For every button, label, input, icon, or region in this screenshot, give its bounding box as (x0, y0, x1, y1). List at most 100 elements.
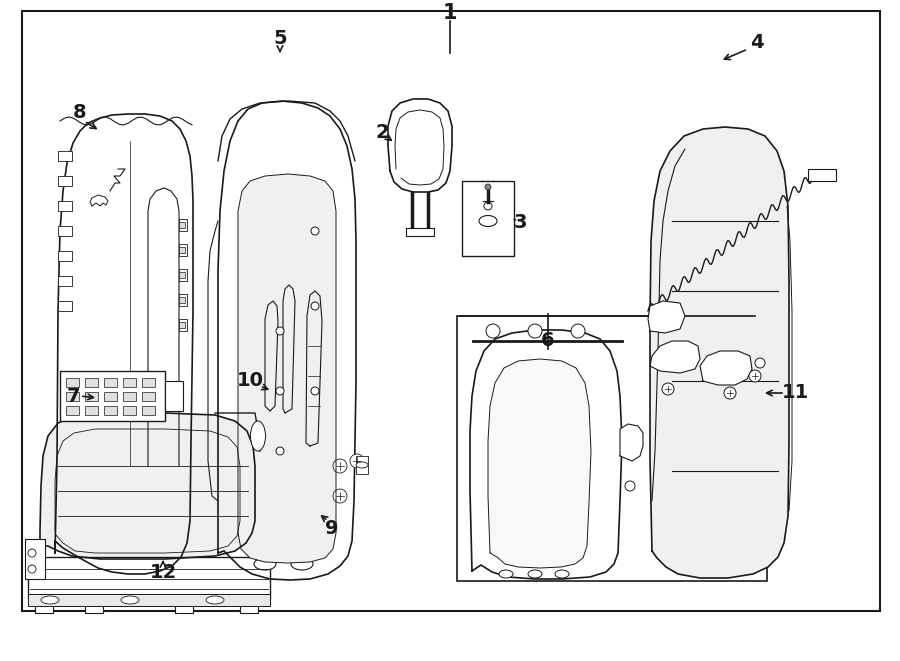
Bar (58, 151, 72, 161)
Circle shape (28, 565, 36, 573)
Polygon shape (650, 127, 789, 578)
Bar (457, 316, 767, 581)
Bar (240, 598, 258, 613)
Bar (165, 381, 183, 411)
Polygon shape (700, 351, 752, 385)
Circle shape (625, 481, 635, 491)
Text: 10: 10 (237, 371, 264, 391)
Bar (35, 598, 53, 613)
Circle shape (311, 302, 319, 310)
Circle shape (311, 387, 319, 395)
Bar (104, 392, 117, 401)
Bar (58, 226, 72, 236)
Circle shape (571, 324, 585, 338)
Circle shape (484, 202, 492, 210)
Polygon shape (265, 301, 278, 411)
Bar (406, 228, 434, 236)
Polygon shape (40, 413, 255, 559)
Ellipse shape (555, 570, 569, 578)
Bar (142, 406, 155, 415)
Polygon shape (650, 341, 700, 373)
Text: 7: 7 (67, 387, 80, 405)
Ellipse shape (499, 570, 513, 578)
Polygon shape (488, 359, 591, 568)
Ellipse shape (291, 558, 313, 570)
Ellipse shape (121, 596, 139, 604)
Circle shape (724, 387, 736, 399)
Polygon shape (55, 114, 193, 574)
Bar (462, 181, 514, 256)
Bar (104, 378, 117, 387)
Ellipse shape (250, 421, 266, 451)
Ellipse shape (254, 558, 276, 570)
Bar (179, 219, 187, 231)
Bar (123, 392, 136, 401)
Bar (179, 322, 185, 328)
Text: 8: 8 (73, 104, 86, 122)
Ellipse shape (479, 215, 497, 227)
Bar (104, 406, 117, 415)
Bar (179, 294, 187, 306)
Circle shape (333, 489, 347, 503)
Circle shape (276, 327, 284, 335)
Text: 9: 9 (325, 518, 338, 537)
Circle shape (276, 447, 284, 455)
Bar (66, 378, 79, 387)
Circle shape (486, 324, 500, 338)
Bar (179, 244, 187, 256)
Polygon shape (218, 101, 356, 580)
Text: 11: 11 (781, 383, 808, 403)
Circle shape (662, 383, 674, 395)
Circle shape (485, 184, 491, 190)
Bar (179, 222, 185, 228)
Text: 3: 3 (513, 214, 526, 233)
Bar (356, 456, 368, 474)
Bar (85, 406, 98, 415)
Text: 5: 5 (274, 30, 287, 48)
Bar (85, 378, 98, 387)
Bar (175, 598, 193, 613)
Bar (123, 378, 136, 387)
Text: 2: 2 (375, 124, 389, 143)
Circle shape (528, 324, 542, 338)
Bar (808, 169, 836, 181)
Text: 6: 6 (541, 332, 554, 350)
Circle shape (333, 459, 347, 473)
Circle shape (749, 370, 761, 382)
Bar (179, 319, 187, 331)
Circle shape (28, 549, 36, 557)
Bar (58, 201, 72, 211)
Bar (58, 301, 72, 311)
Bar (28, 594, 270, 606)
Circle shape (350, 454, 364, 468)
Bar (28, 557, 270, 599)
Bar (179, 272, 185, 278)
Bar (142, 378, 155, 387)
Text: 12: 12 (149, 563, 176, 582)
Bar (85, 598, 103, 613)
Ellipse shape (41, 596, 59, 604)
Polygon shape (306, 291, 322, 446)
Bar (58, 276, 72, 286)
Text: 4: 4 (751, 34, 764, 52)
Polygon shape (648, 301, 685, 333)
Ellipse shape (206, 596, 224, 604)
Bar (123, 406, 136, 415)
Bar (66, 406, 79, 415)
Circle shape (311, 227, 319, 235)
Bar (85, 392, 98, 401)
Polygon shape (620, 424, 643, 461)
Bar (179, 269, 187, 281)
Circle shape (276, 387, 284, 395)
Ellipse shape (528, 570, 542, 578)
Bar (179, 297, 185, 303)
Polygon shape (283, 285, 295, 413)
Polygon shape (388, 99, 452, 192)
Bar (58, 176, 72, 186)
Bar (25, 539, 45, 579)
Circle shape (755, 358, 765, 368)
Bar (58, 251, 72, 261)
Polygon shape (470, 330, 622, 579)
Ellipse shape (356, 462, 368, 468)
Bar (66, 392, 79, 401)
